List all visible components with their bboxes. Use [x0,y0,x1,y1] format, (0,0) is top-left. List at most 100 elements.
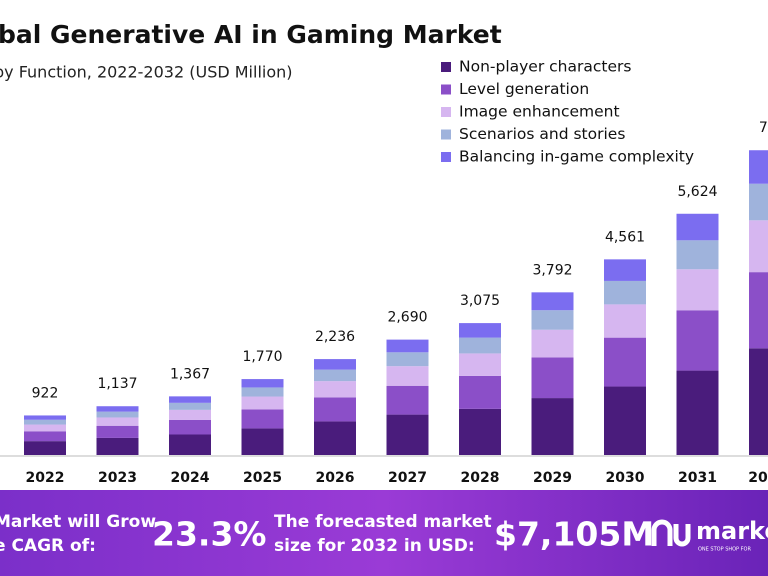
bar-segment [96,437,139,455]
bar-segment [604,304,646,338]
total-label: 2,690 [387,310,427,326]
bar-segment [459,408,501,455]
bar-segment [459,375,501,409]
chart-subtitle: by Function, 2022-2032 (USD Million) [0,63,293,82]
bar-segment [314,381,356,398]
bar-segment [169,402,211,410]
footer-left: e CAGR of: [0,536,96,556]
bar-segment [314,421,356,455]
logo: marke [696,517,768,545]
bar-segment [459,337,501,354]
bar-segment [749,150,768,184]
bar-segment [676,310,719,371]
x-tick-label: 2031 [678,470,717,486]
total-label: 5,624 [677,184,717,200]
bar-segment [531,398,574,455]
bar-segment [749,348,768,455]
footer-middle: size for 2032 in USD: [274,536,475,556]
market-size: $7,105M [494,515,654,554]
legend-label: Balancing in-game complexity [459,148,694,166]
x-tick-label: 2028 [461,470,500,486]
bar-segment [749,220,768,273]
bar-segment [169,409,211,420]
bar-segment [676,240,719,270]
x-tick-label: 2022 [26,470,65,486]
bar-segment [386,352,429,367]
chart-title: bal Generative AI in Gaming Market [0,20,502,49]
legend-swatch [441,129,451,140]
bar-segment [386,339,429,353]
bar-segment [241,409,284,429]
legend-label: Non-player characters [459,58,631,76]
bar-segment [459,323,501,338]
legend-swatch [441,84,451,95]
bar-segment [604,259,646,281]
bar-segment [604,337,646,387]
bar-segment [314,359,356,370]
bar-segment [241,396,284,410]
legend-label: Scenarios and stories [459,125,625,143]
bar-segment [24,431,66,442]
bar-segment [24,441,66,455]
footer-middle: The forecasted market [274,512,492,532]
footer-left: Market will Grow [0,512,156,532]
bar-segment [604,280,646,305]
cagr: 23.3% [152,515,267,554]
bar-segment [169,396,211,403]
x-tick-label: 2023 [98,470,137,486]
legend-label: Level generation [459,80,589,98]
bar-segment [24,424,66,432]
x-tick-label: 2027 [388,470,427,486]
bar-segment [96,411,139,418]
bar-segment [241,428,284,455]
total-label: 3,075 [460,293,500,309]
bar-segment [459,353,501,376]
bar-segment [604,386,646,455]
x-tick-label: 2025 [243,470,282,486]
bar-segment [676,370,719,455]
bar-segment [314,397,356,422]
bar-segment [169,434,211,455]
total-label: 1,770 [242,349,282,365]
total-label: 922 [32,385,59,401]
bar-segment [24,415,66,420]
bar-segment [531,292,574,311]
bar-segment [531,310,574,330]
x-tick-label: 20 [748,470,768,486]
bar-segment [531,329,574,358]
total-label: 4,561 [605,229,645,245]
bar-segment [96,417,139,426]
total-label: 2,236 [315,329,355,345]
legend-label: Image enhancement [459,103,620,121]
bar-segment [386,414,429,455]
bar-segment [386,385,429,415]
bar-segment [749,183,768,221]
tagline: ONE STOP SHOP FOR [698,547,751,553]
bar-segment [96,406,139,412]
total-label: 3,792 [532,262,572,278]
bar-segment [531,357,574,399]
bar-segment [241,379,284,388]
logo-icon [651,519,691,547]
bar-segment [314,369,356,382]
legend-swatch [441,152,451,162]
footer-band [0,490,768,576]
x-tick-label: 2029 [533,470,572,486]
total-label: 7,1 [759,120,768,136]
x-tick-label: 2026 [316,470,355,486]
x-tick-label: 2024 [171,470,210,486]
bar-segment [749,272,768,349]
bar-segment [386,366,429,386]
bar-segment [169,419,211,435]
bar-segment [676,213,719,241]
x-tick-label: 2030 [606,470,645,486]
legend-swatch [441,62,451,72]
total-label: 1,137 [97,376,137,392]
bar-segment [24,419,66,425]
bar-segment [241,387,284,397]
total-label: 1,367 [170,366,210,382]
legend-swatch [441,107,451,117]
bar-segment [96,425,139,438]
bar-segment [676,269,719,311]
